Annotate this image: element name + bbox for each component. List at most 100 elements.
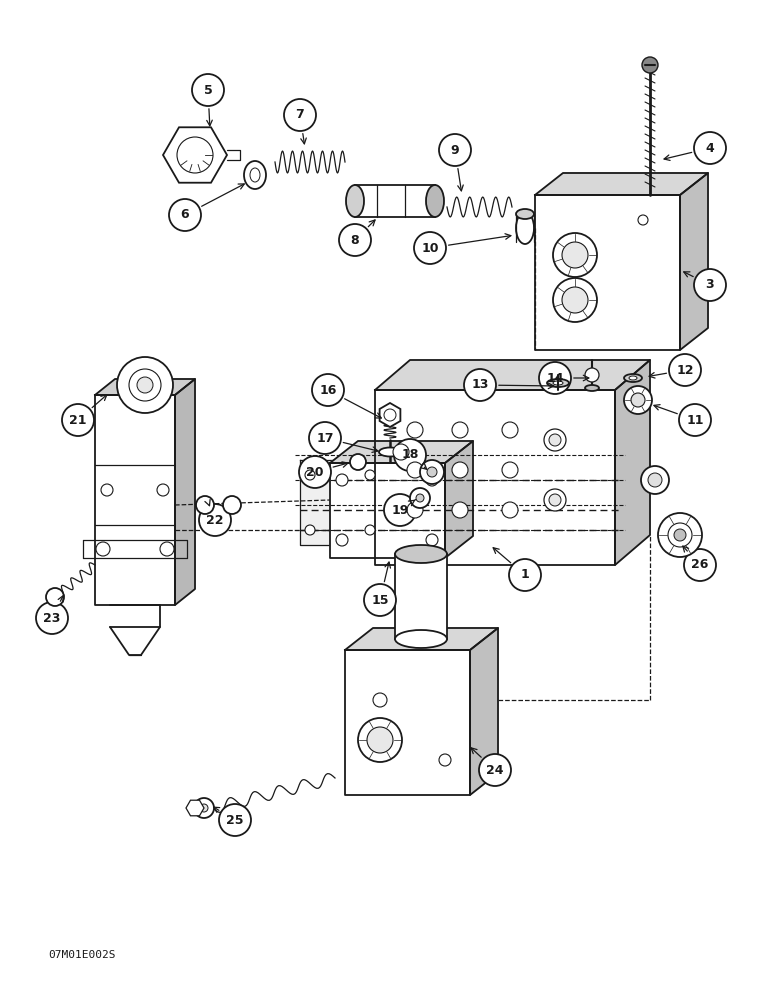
Circle shape [196,496,214,514]
Polygon shape [470,628,498,795]
Circle shape [544,489,566,511]
Text: 4: 4 [706,141,714,154]
Text: 26: 26 [691,558,709,572]
Circle shape [312,374,344,406]
Text: 1: 1 [520,568,530,582]
Circle shape [339,224,371,256]
Polygon shape [535,173,708,195]
Polygon shape [445,441,473,558]
Circle shape [452,462,468,478]
Ellipse shape [426,185,444,217]
Polygon shape [345,628,498,650]
Text: 12: 12 [676,363,694,376]
Ellipse shape [395,545,447,563]
Ellipse shape [585,385,599,391]
Circle shape [684,549,716,581]
Polygon shape [95,379,195,395]
Circle shape [641,466,669,494]
Circle shape [562,287,588,313]
Circle shape [669,354,701,386]
Circle shape [358,718,402,762]
Polygon shape [330,463,445,558]
Circle shape [426,474,438,486]
Circle shape [194,798,214,818]
Text: 13: 13 [472,378,489,391]
Circle shape [384,409,396,421]
Circle shape [299,456,331,488]
Circle shape [157,484,169,496]
Text: 18: 18 [401,448,418,462]
Circle shape [410,488,430,508]
Circle shape [96,542,110,556]
Circle shape [336,474,348,486]
Circle shape [553,278,597,322]
Circle shape [553,233,597,277]
Circle shape [160,542,174,556]
FancyBboxPatch shape [395,554,447,639]
Circle shape [219,804,251,836]
Circle shape [169,199,201,231]
Circle shape [367,727,393,753]
Circle shape [658,513,702,557]
Circle shape [638,215,648,225]
Circle shape [394,439,426,471]
Circle shape [373,693,387,707]
Circle shape [452,422,468,438]
Ellipse shape [547,379,569,387]
Circle shape [539,362,571,394]
Text: 14: 14 [547,371,564,384]
Circle shape [544,429,566,451]
Ellipse shape [244,161,266,189]
Circle shape [129,369,161,401]
Polygon shape [375,390,615,565]
Text: 3: 3 [706,278,714,292]
Circle shape [679,404,711,436]
Circle shape [549,434,561,446]
Circle shape [384,494,416,526]
Polygon shape [300,460,380,545]
Text: 23: 23 [43,611,61,624]
Circle shape [364,584,396,616]
Circle shape [694,132,726,164]
Circle shape [549,494,561,506]
Circle shape [223,496,241,514]
Circle shape [439,134,471,166]
Ellipse shape [395,630,447,648]
Ellipse shape [516,209,534,219]
Circle shape [62,404,94,436]
Text: 6: 6 [181,209,189,222]
Circle shape [407,422,423,438]
Circle shape [648,473,662,487]
Ellipse shape [516,212,534,244]
Polygon shape [345,650,470,795]
Text: 7: 7 [296,108,304,121]
Circle shape [416,494,424,502]
Text: 20: 20 [306,466,323,479]
Circle shape [192,74,224,106]
Circle shape [177,137,213,173]
Circle shape [427,467,437,477]
Circle shape [420,460,444,484]
Text: 16: 16 [320,383,337,396]
Circle shape [350,454,366,470]
Ellipse shape [553,381,563,385]
Polygon shape [95,395,175,605]
Circle shape [464,369,496,401]
Circle shape [393,444,409,460]
Circle shape [439,754,451,766]
Text: 22: 22 [206,514,224,526]
Ellipse shape [629,376,637,380]
Circle shape [694,269,726,301]
Circle shape [284,99,316,131]
Text: 10: 10 [422,241,438,254]
Circle shape [585,368,599,382]
Text: 19: 19 [391,504,408,516]
Circle shape [336,534,348,546]
Polygon shape [330,441,473,463]
Text: 21: 21 [69,414,86,426]
Text: 24: 24 [486,764,504,776]
Text: 11: 11 [686,414,704,426]
Ellipse shape [379,448,401,456]
Circle shape [642,57,658,73]
Text: 9: 9 [451,143,459,156]
